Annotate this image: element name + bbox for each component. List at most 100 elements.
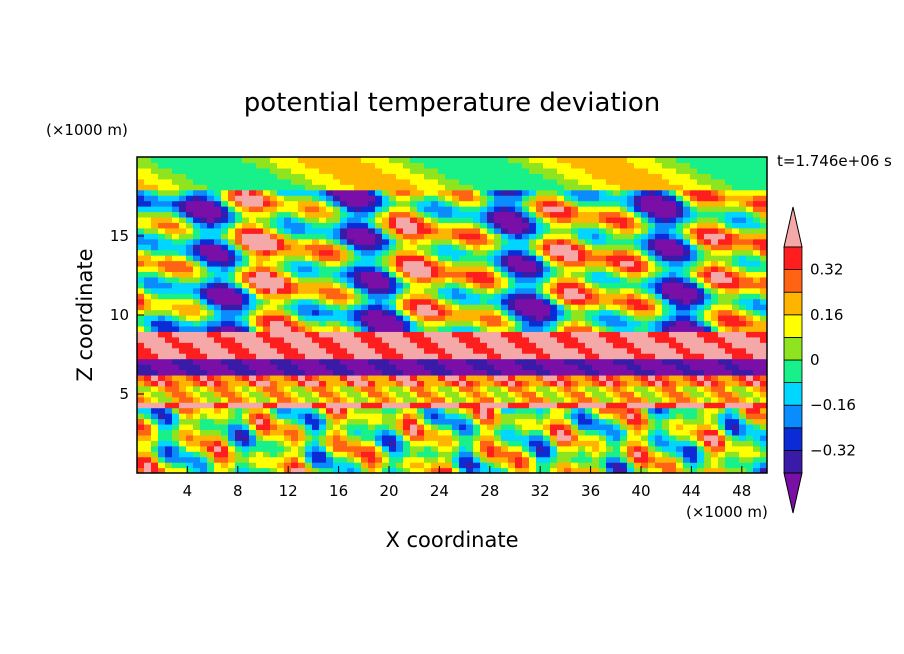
field-cell	[585, 238, 593, 245]
field-cell	[249, 233, 257, 240]
field-cell	[613, 364, 621, 371]
field-cell	[340, 336, 348, 343]
field-cell	[270, 374, 278, 381]
field-cell	[333, 445, 341, 452]
field-cell	[508, 423, 516, 431]
field-cell	[319, 233, 327, 240]
field-cell	[291, 369, 299, 376]
field-cell	[746, 347, 754, 354]
field-cell	[186, 238, 194, 245]
field-cell	[277, 440, 285, 447]
field-cell	[333, 462, 341, 469]
field-cell	[676, 347, 684, 354]
field-cell	[459, 440, 467, 447]
field-cell	[725, 380, 733, 387]
field-cell	[375, 325, 383, 332]
field-cell	[354, 282, 362, 289]
field-cell	[242, 440, 250, 447]
field-cell	[417, 413, 425, 420]
field-cell	[368, 429, 376, 436]
field-cell	[410, 244, 418, 251]
field-cell	[655, 451, 663, 458]
field-cell	[613, 233, 621, 240]
field-cell	[571, 173, 579, 180]
field-cell	[179, 271, 187, 278]
field-cell	[718, 434, 726, 441]
field-cell	[641, 238, 649, 245]
field-cell	[641, 413, 649, 420]
field-cell	[655, 282, 663, 289]
field-cell	[753, 331, 761, 338]
field-cell	[340, 396, 348, 403]
field-cell	[522, 413, 530, 420]
field-cell	[466, 467, 474, 473]
field-cell	[270, 342, 278, 349]
field-cell	[424, 385, 432, 392]
field-cell	[711, 244, 719, 251]
field-cell	[319, 331, 327, 338]
field-cell	[613, 309, 621, 316]
field-cell	[683, 364, 691, 371]
field-cell	[522, 374, 530, 381]
field-cell	[340, 206, 348, 213]
field-cell	[340, 304, 348, 311]
field-cell	[417, 293, 425, 300]
field-cell	[711, 298, 719, 305]
field-cell	[333, 429, 341, 436]
field-cell	[200, 402, 208, 409]
field-cell	[522, 304, 530, 311]
field-cell	[704, 189, 712, 196]
field-cell	[368, 364, 376, 371]
field-cell	[417, 364, 425, 371]
field-cell	[690, 385, 698, 392]
field-cell	[480, 222, 488, 229]
field-cell	[221, 342, 229, 349]
field-cell	[214, 434, 222, 441]
field-cell	[760, 402, 767, 409]
field-cell	[431, 271, 439, 278]
field-cell	[207, 298, 215, 305]
field-cell	[172, 216, 180, 223]
field-cell	[242, 189, 250, 196]
field-cell	[760, 445, 767, 452]
field-cell	[438, 336, 446, 343]
field-cell	[536, 315, 544, 322]
field-cell	[627, 407, 635, 414]
field-cell	[228, 320, 236, 327]
field-cell	[655, 249, 663, 256]
field-cell	[403, 233, 411, 240]
field-cell	[592, 407, 600, 414]
field-cell	[340, 249, 348, 256]
field-cell	[410, 173, 418, 180]
field-cell	[746, 173, 754, 180]
field-cell	[599, 315, 607, 322]
field-cell	[298, 467, 306, 473]
field-cell	[214, 260, 222, 267]
field-cell	[739, 434, 747, 441]
field-cell	[543, 429, 551, 436]
field-cell	[298, 173, 306, 180]
field-cell	[459, 413, 467, 420]
field-cell	[550, 238, 558, 245]
field-cell	[270, 336, 278, 343]
field-cell	[690, 238, 698, 245]
field-cell	[389, 440, 397, 447]
field-cell	[620, 413, 628, 420]
field-cell	[256, 287, 264, 294]
field-cell	[655, 353, 663, 360]
field-cell	[725, 195, 733, 202]
field-cell	[207, 184, 215, 191]
field-cell	[165, 374, 173, 381]
field-cell	[536, 347, 544, 354]
field-cell	[186, 369, 194, 376]
field-cell	[473, 440, 481, 447]
field-cell	[494, 222, 502, 229]
field-cell	[200, 380, 208, 387]
field-cell	[536, 249, 544, 256]
field-cell	[403, 309, 411, 316]
field-cell	[193, 353, 201, 360]
field-cell	[718, 189, 726, 196]
field-cell	[641, 402, 649, 409]
field-cell	[704, 287, 712, 294]
field-cell	[305, 309, 313, 316]
